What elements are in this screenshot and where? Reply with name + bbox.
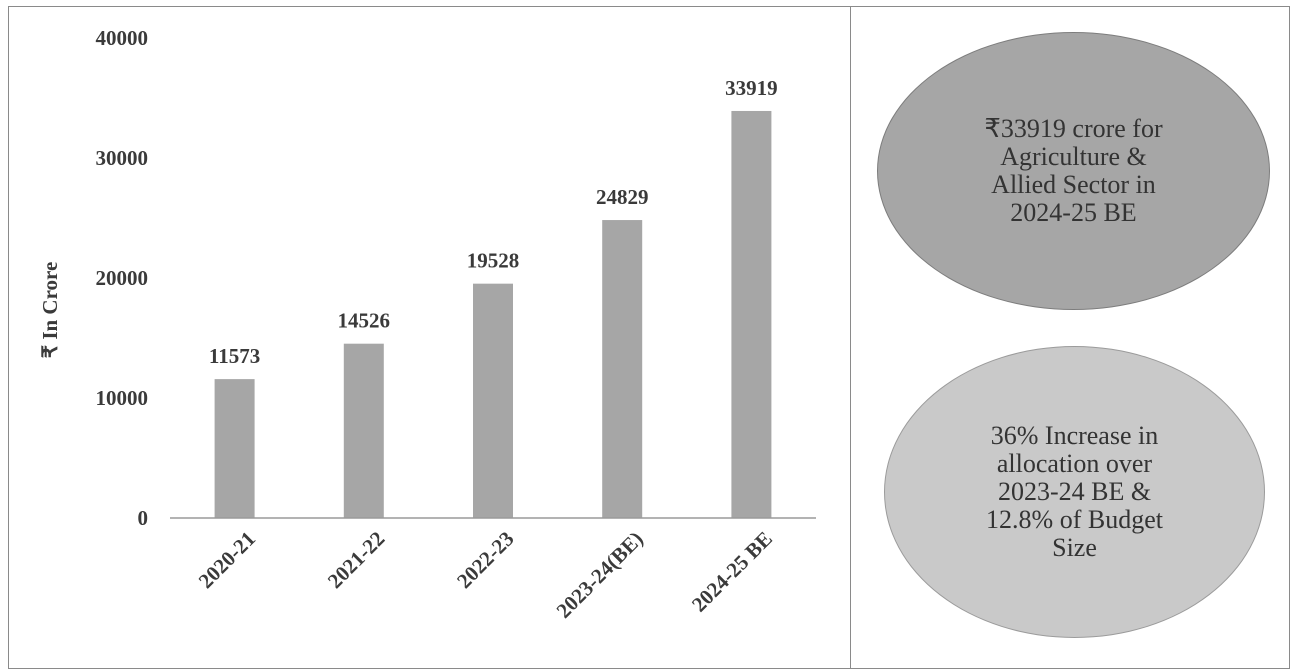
bar [473,283,513,518]
x-axis: 2020-21 2021-22 2022-23 2023-24(BE) 2024-25 … [170,517,816,623]
bar [602,220,643,518]
x-tick-label: 2020-21 [194,527,260,593]
y-axis-title: ₹ In Crore [38,262,62,359]
y-tick-label: 20000 [96,266,149,290]
panel-divider [850,6,851,669]
highlight-bubble-allocation: ₹33919 crore for Agriculture & Allied Se… [877,32,1270,310]
bars: 11573 14526 19528 24829 33919 [209,76,778,519]
figure-frame [8,6,1290,669]
bar-value-label: 33919 [725,76,778,100]
y-axis: 0 10000 20000 30000 40000 [96,26,149,530]
highlight-text-increase: 36% Increase in allocation over 2023-24 … [986,421,1163,562]
x-tick-label: 2022-23 [452,527,518,593]
bar [343,343,384,518]
bar-value-label: 19528 [467,249,520,273]
x-tick-label: 2023-24(BE) [552,527,648,623]
bar-value-label: 11573 [209,344,260,368]
bar [731,110,772,519]
y-tick-label: 10000 [96,386,149,410]
highlight-bubble-increase: 36% Increase in allocation over 2023-24 … [884,346,1265,638]
bar-chart: 0 10000 20000 30000 40000 11573 14526 19528 248… [38,26,816,623]
bar-value-label: 14526 [338,309,391,333]
highlight-text-allocation: ₹33919 crore for Agriculture & Allied Se… [984,114,1163,227]
y-tick-label: 30000 [96,146,149,170]
bar-value-label: 24829 [596,185,649,209]
bar [214,379,255,518]
x-tick-label: 2021-22 [323,527,389,593]
x-tick-label: 2024-25 BE [687,527,777,617]
y-tick-label: 0 [138,506,149,530]
y-tick-label: 40000 [96,26,149,50]
